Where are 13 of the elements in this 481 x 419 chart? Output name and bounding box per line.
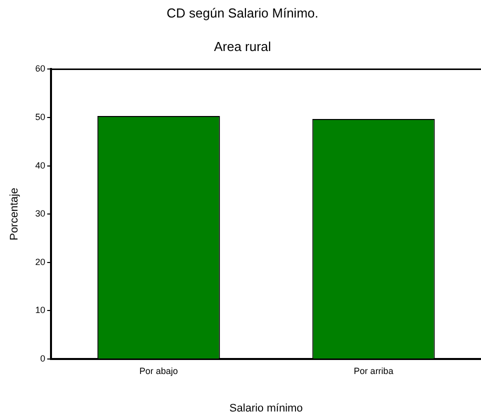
chart-subtitle: Area rural	[214, 38, 272, 54]
y-tick-label: 20	[35, 256, 46, 267]
x-axis-title: Salario mínimo	[229, 402, 303, 414]
chart-title: CD según Salario Mínimo.	[166, 5, 318, 20]
y-axis-title: Porcentaje	[8, 188, 21, 240]
y-tick-label: 60	[35, 64, 46, 74]
y-tick-label: 10	[35, 305, 46, 316]
y-tick-label: 50	[35, 112, 46, 122]
y-tick-label: 0	[40, 353, 46, 364]
x-tick-label: Por abajo	[139, 366, 178, 376]
y-tick-label: 40	[35, 160, 46, 170]
y-tick-label: 30	[35, 208, 46, 219]
x-tick-label: Por arriba	[354, 366, 394, 376]
